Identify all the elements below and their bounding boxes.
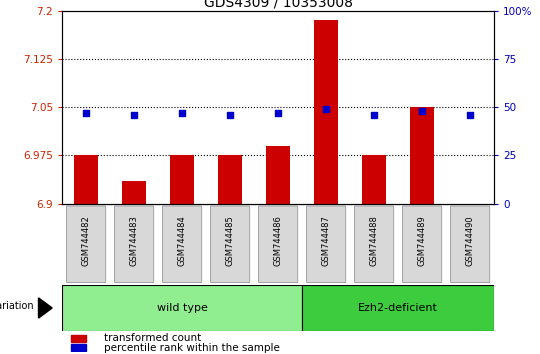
- Bar: [170, 155, 194, 204]
- Bar: [302, 285, 494, 331]
- Text: GSM744485: GSM744485: [226, 215, 234, 266]
- Bar: [62, 285, 302, 331]
- Text: GSM744488: GSM744488: [369, 215, 379, 266]
- Text: GSM744489: GSM744489: [417, 215, 427, 266]
- Bar: [266, 146, 290, 204]
- Text: Ezh2-deficient: Ezh2-deficient: [358, 303, 438, 313]
- Bar: [122, 181, 146, 204]
- Text: genotype/variation: genotype/variation: [0, 301, 34, 311]
- FancyBboxPatch shape: [354, 206, 394, 282]
- Text: GSM744487: GSM744487: [322, 215, 330, 266]
- Point: [82, 110, 90, 116]
- Bar: [218, 155, 242, 204]
- FancyBboxPatch shape: [66, 206, 106, 282]
- FancyBboxPatch shape: [259, 206, 298, 282]
- Point: [130, 112, 138, 118]
- Bar: [74, 155, 98, 204]
- Point: [322, 106, 330, 112]
- Text: GSM744490: GSM744490: [465, 215, 475, 266]
- Text: GSM744484: GSM744484: [178, 215, 187, 266]
- FancyBboxPatch shape: [211, 206, 250, 282]
- Bar: [71, 344, 86, 351]
- FancyBboxPatch shape: [402, 206, 442, 282]
- FancyBboxPatch shape: [114, 206, 154, 282]
- Text: GSM744483: GSM744483: [130, 215, 139, 266]
- Point: [274, 110, 282, 116]
- FancyBboxPatch shape: [450, 206, 490, 282]
- Bar: [362, 155, 386, 204]
- Text: transformed count: transformed count: [104, 333, 201, 343]
- Text: GSM744486: GSM744486: [274, 215, 282, 266]
- Text: wild type: wild type: [157, 303, 207, 313]
- Text: percentile rank within the sample: percentile rank within the sample: [104, 343, 279, 353]
- Point: [466, 112, 475, 118]
- Point: [370, 112, 379, 118]
- FancyBboxPatch shape: [163, 206, 202, 282]
- Bar: [314, 20, 338, 204]
- Point: [178, 110, 186, 116]
- FancyBboxPatch shape: [306, 206, 346, 282]
- Polygon shape: [38, 298, 52, 318]
- Point: [226, 112, 234, 118]
- Title: GDS4309 / 10353008: GDS4309 / 10353008: [204, 0, 353, 10]
- Text: GSM744482: GSM744482: [82, 215, 91, 266]
- Bar: [410, 107, 434, 204]
- Point: [418, 108, 427, 114]
- Bar: [71, 335, 86, 342]
